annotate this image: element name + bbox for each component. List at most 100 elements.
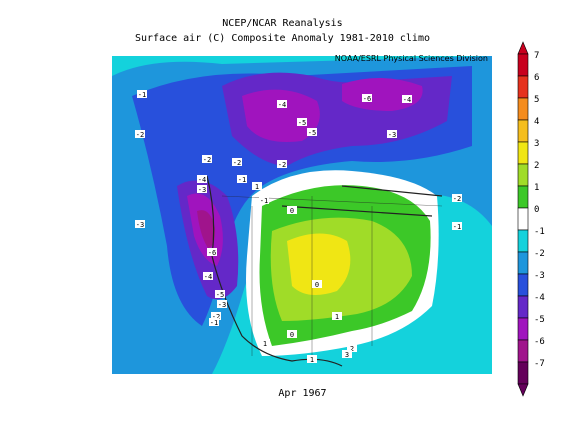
contour-label: -6 bbox=[207, 248, 217, 257]
svg-text:-2: -2 bbox=[453, 195, 461, 203]
svg-text:-1: -1 bbox=[453, 223, 461, 231]
svg-text:-3: -3 bbox=[198, 186, 206, 194]
svg-text:-3: -3 bbox=[218, 301, 226, 309]
contour-label: -5 bbox=[215, 290, 225, 299]
contour-label: -1 bbox=[209, 318, 219, 327]
svg-text:0: 0 bbox=[290, 207, 294, 215]
svg-text:-5: -5 bbox=[298, 119, 306, 127]
contour-label: -6 bbox=[362, 94, 372, 103]
svg-text:-2: -2 bbox=[278, 161, 286, 169]
contour-label: -2 bbox=[452, 194, 462, 203]
contour-label: -4 bbox=[203, 272, 213, 281]
color-legend: 7 6 5 4 3 2 1 0 -1 -2 -3 -4 -5 -6 -7 bbox=[514, 40, 564, 400]
svg-text:2: 2 bbox=[350, 345, 354, 353]
contour-label: -3 bbox=[217, 300, 227, 309]
contour-label: 2 bbox=[347, 344, 357, 353]
colorbar-tick-label: 3 bbox=[534, 139, 539, 149]
contour-label: -1 bbox=[137, 90, 147, 99]
svg-text:-2: -2 bbox=[233, 159, 241, 167]
contour-label: -5 bbox=[297, 118, 307, 127]
colorbar-swatch bbox=[517, 339, 529, 363]
credit-label: NOAA/ESRL Physical Sciences Division bbox=[334, 54, 488, 63]
contour-label: -4 bbox=[197, 175, 207, 184]
svg-text:-6: -6 bbox=[208, 249, 216, 257]
field-plus3 bbox=[287, 233, 351, 295]
contour-label: -2 bbox=[232, 158, 242, 167]
svg-text:-1: -1 bbox=[138, 91, 146, 99]
contour-label: -2 bbox=[135, 130, 145, 139]
contour-label: -3 bbox=[387, 130, 397, 139]
svg-text:-2: -2 bbox=[203, 156, 211, 164]
contour-label: 1 bbox=[260, 339, 270, 348]
colorbar-swatch bbox=[517, 295, 529, 319]
colorbar-swatch bbox=[517, 141, 529, 165]
svg-text:0: 0 bbox=[315, 281, 319, 289]
contour-label: -3 bbox=[135, 220, 145, 229]
svg-text:0: 0 bbox=[290, 331, 294, 339]
svg-text:-1: -1 bbox=[260, 197, 268, 205]
contour-label: -1 bbox=[259, 196, 269, 205]
colorbar-tick-label: -2 bbox=[534, 249, 545, 259]
colorbar-tick-label: 4 bbox=[534, 117, 539, 127]
contour-label: -2 bbox=[277, 160, 287, 169]
colorbar-swatch bbox=[517, 119, 529, 143]
colorbar-top-arrow bbox=[517, 41, 529, 55]
colorbar-tick-label: 0 bbox=[534, 205, 539, 215]
svg-text:-4: -4 bbox=[204, 273, 212, 281]
colorbar-swatch bbox=[517, 273, 529, 297]
svg-text:-2: -2 bbox=[136, 131, 144, 139]
colorbar-tick-label: -6 bbox=[534, 337, 545, 347]
contour-label: 1 bbox=[332, 312, 342, 321]
colorbar-swatch bbox=[517, 185, 529, 209]
contour-label: 3 bbox=[342, 350, 352, 359]
contour-label: -1 bbox=[452, 222, 462, 231]
field-magenta-2 bbox=[342, 77, 423, 111]
contour-label: -2 bbox=[202, 155, 212, 164]
svg-text:1: 1 bbox=[255, 183, 259, 191]
contour-label: -4 bbox=[402, 95, 412, 104]
chart-subtitle: Surface air (C) Composite Anomaly 1981-2… bbox=[134, 33, 430, 44]
colorbar-tick-label: -5 bbox=[534, 315, 545, 325]
anomaly-map: -1 -2 -3 -4 -5 -6 -2 -4 -3 -2 -2 -1 -3 -4 -5 -6 -4 -5 -3 -2… bbox=[112, 56, 492, 374]
svg-text:-5: -5 bbox=[216, 291, 224, 299]
contour-label: 1 bbox=[252, 182, 262, 191]
contour-label: -4 bbox=[277, 100, 287, 109]
colorbar-tick-label: 5 bbox=[534, 95, 539, 105]
contour-label: 0 bbox=[312, 280, 322, 289]
colorbar-tick-label: 2 bbox=[534, 161, 539, 171]
svg-text:1: 1 bbox=[263, 340, 267, 348]
contour-label: 0 bbox=[287, 206, 297, 215]
colorbar-bottom-arrow bbox=[517, 383, 529, 397]
colorbar-tick-label: -7 bbox=[534, 359, 545, 369]
svg-text:-1: -1 bbox=[238, 176, 246, 184]
svg-text:-3: -3 bbox=[136, 221, 144, 229]
colorbar-swatch bbox=[517, 229, 529, 253]
svg-text:-4: -4 bbox=[198, 176, 206, 184]
field-plum-west bbox=[197, 210, 216, 248]
contour-label: 1 bbox=[307, 355, 317, 364]
colorbar-tick-label: -3 bbox=[534, 271, 545, 281]
period-label: Apr 1967 bbox=[278, 388, 327, 399]
svg-text:-2: -2 bbox=[212, 313, 220, 321]
svg-text:1: 1 bbox=[335, 313, 339, 321]
svg-text:-6: -6 bbox=[363, 95, 371, 103]
svg-text:1: 1 bbox=[310, 356, 314, 364]
colorbar-tick-label: 6 bbox=[534, 73, 539, 83]
svg-text:-4: -4 bbox=[278, 101, 286, 109]
colorbar-tick-label: -4 bbox=[534, 293, 545, 303]
contour-label: -1 bbox=[237, 175, 247, 184]
contour-label: -3 bbox=[197, 185, 207, 194]
colorbar-swatch bbox=[517, 75, 529, 99]
colorbar-swatch bbox=[517, 97, 529, 121]
colorbar-swatch bbox=[517, 317, 529, 341]
colorbar-swatch bbox=[517, 251, 529, 275]
chart-title: NCEP/NCAR Reanalysis bbox=[222, 18, 343, 29]
border-lines bbox=[221, 195, 443, 356]
contour-label: -2 bbox=[211, 312, 221, 321]
colorbar-tick-label: 7 bbox=[534, 51, 539, 61]
field-magenta-1 bbox=[242, 89, 320, 142]
colorbar-tick-label: -1 bbox=[534, 227, 545, 237]
colorbar-swatch bbox=[517, 361, 529, 385]
svg-text:-5: -5 bbox=[308, 129, 316, 137]
colorbar-swatch bbox=[517, 207, 529, 231]
